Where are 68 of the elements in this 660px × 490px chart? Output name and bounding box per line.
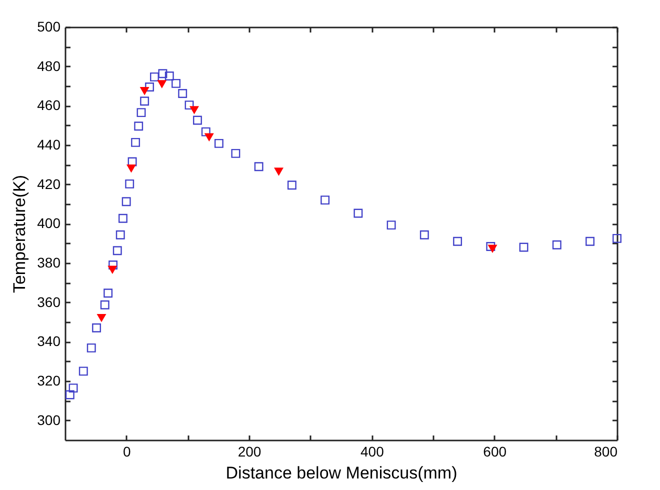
point [354,208,363,218]
y-tick-label: 420 [37,176,61,192]
point [126,164,136,173]
point [65,390,74,400]
y-tick-label: 440 [37,136,61,152]
point [184,100,194,110]
point [231,148,240,158]
point [78,366,88,376]
point [122,197,131,206]
x-tick-label: 0 [122,444,131,460]
point [140,96,150,106]
y-tick-label: 480 [37,58,61,74]
point [140,87,150,96]
point [68,384,78,393]
point [158,69,168,78]
point [586,236,594,246]
point [145,82,154,92]
x-tick-label: 200 [238,444,262,460]
y-tick-label: 500 [37,18,61,34]
point [201,127,210,136]
point [254,162,264,172]
y-tick-label: 460 [37,97,61,114]
point [108,260,118,270]
point [108,266,118,274]
point [320,196,330,205]
point [164,71,174,80]
point [131,138,140,147]
point [112,246,122,256]
y-tick-label: 360 [37,294,61,310]
point [274,168,284,176]
point [118,214,128,223]
point [386,220,396,230]
y-tick-label: 340 [37,333,61,350]
point [552,240,562,250]
point [86,343,96,352]
point [453,236,462,246]
point [157,80,167,88]
point [150,72,159,82]
point [136,108,146,118]
point [92,323,101,332]
point [178,89,188,98]
point [420,230,429,240]
point [214,138,224,148]
point [125,179,134,188]
point [128,157,137,166]
x-axis-title: Distance below Meniscus(mm) [226,464,458,482]
y-axis-title: Temperature(K) [10,174,30,294]
point [116,230,125,240]
point [100,300,110,310]
x-tick-label: 400 [360,444,384,460]
point [204,133,214,142]
y-tick-label: 400 [37,215,61,232]
point [612,234,622,243]
point [519,242,528,252]
point [189,106,199,114]
point [193,116,202,125]
y-tick-label: 380 [37,254,61,270]
x-tick-label: 600 [483,444,507,460]
point [134,122,144,131]
point [287,180,296,190]
point [104,288,113,298]
point [488,244,498,253]
x-tick-label: 800 [594,444,618,460]
y-tick-label: 320 [37,372,61,388]
point [172,78,180,88]
point [96,314,106,322]
y-tick-label: 300 [37,412,61,428]
point [486,242,496,251]
